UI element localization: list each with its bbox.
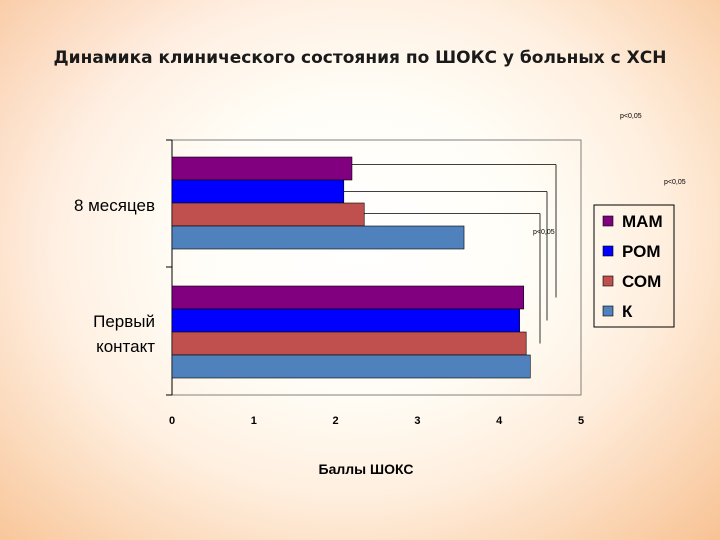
x-axis-ticks: 0 1 2 3 4 5 [169,415,584,427]
bar-month8-series2 [171,202,365,227]
legend-swatch-3 [602,305,614,317]
legend-label-2: СОМ [622,272,661,291]
x-tick-label-0: 0 [169,415,175,427]
category-label-8-months: 8 месяцев [74,196,155,215]
bar-month8-series3 [171,225,465,250]
p-value-middle: p<0,05 [664,179,686,186]
bar-first-series1 [171,308,520,333]
p-value-top: p<0,05 [620,113,642,120]
legend-label-3: К [622,302,633,321]
bar-first-series3 [171,354,531,379]
x-tick-label-5: 5 [578,415,584,427]
x-tick-label-1: 1 [251,415,257,427]
category-label-first-contact-line2: контакт [96,337,155,356]
bar-first-series2 [171,331,527,356]
legend-swatch-2 [602,275,614,287]
bar-month8-series1 [171,179,345,204]
legend-items: МАМ РОМ СОМ К [602,212,663,321]
legend-swatch-1 [602,245,614,257]
x-tick-label-2: 2 [333,415,339,427]
p-value-lower: p<0,05 [533,229,555,236]
slide-title: Динамика клинического состояния по ШОКС … [53,48,667,68]
legend-swatch-0 [602,215,614,227]
legend-label-1: РОМ [622,242,661,261]
x-tick-label-3: 3 [414,415,420,427]
legend: МАМ РОМ СОМ К [593,204,675,328]
significance-brackets [343,164,557,344]
bars-layer [171,156,531,379]
x-axis-title: Баллы ШОКС [319,461,414,477]
legend-label-0: МАМ [622,212,663,231]
legend-box [593,204,675,328]
category-label-first-contact-line1: Первый [93,312,155,331]
bar-month8-series0 [171,156,353,181]
x-tick-label-4: 4 [496,415,503,427]
bar-first-series0 [171,285,525,310]
